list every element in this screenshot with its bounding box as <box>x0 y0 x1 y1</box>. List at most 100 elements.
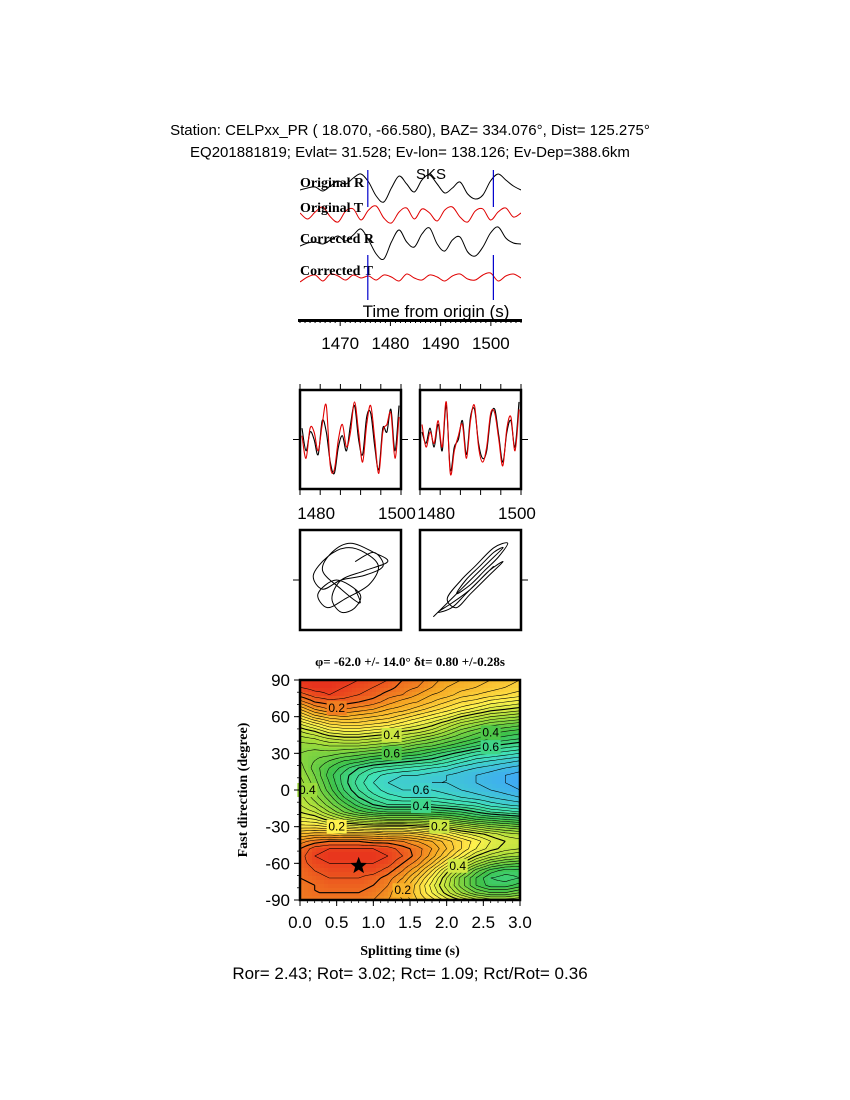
heatmap-cell <box>448 728 453 733</box>
heatmap-cell <box>508 696 513 701</box>
heatmap-cell <box>344 784 349 789</box>
heatmap-cell <box>332 880 337 885</box>
heatmap-cell <box>452 776 457 781</box>
heatmap-cell <box>480 796 485 801</box>
heatmap-cell <box>400 744 405 749</box>
contour-label-backdrop <box>411 783 431 797</box>
heatmap-cell <box>308 772 313 777</box>
x-tick-label: 1470 <box>321 334 359 353</box>
heatmap-cell <box>388 884 393 889</box>
heatmap-cell <box>468 884 473 889</box>
heatmap-cell <box>320 804 325 809</box>
heatmap-cell <box>500 820 505 825</box>
heatmap-cell <box>504 712 509 717</box>
heatmap-cell <box>360 848 365 853</box>
heatmap-cell <box>444 680 449 685</box>
heatmap-cell <box>392 680 397 685</box>
heatmap-cell <box>300 800 305 805</box>
heatmap-cell <box>304 708 309 713</box>
heatmap-cell <box>404 764 409 769</box>
heatmap-cell <box>348 872 353 877</box>
heatmap-cell <box>428 772 433 777</box>
heatmap-cell <box>500 812 505 817</box>
heatmap-cell <box>332 864 337 869</box>
heatmap-cell <box>400 732 405 737</box>
heatmap-cell <box>408 876 413 881</box>
heatmap-cell <box>492 776 497 781</box>
heatmap-cell <box>476 836 481 841</box>
heatmap-cell <box>404 780 409 785</box>
heatmap-cell <box>512 860 517 865</box>
heatmap-cell <box>496 760 501 765</box>
heatmap-cell <box>484 720 489 725</box>
heatmap-cell <box>388 700 393 705</box>
heatmap-cell <box>308 816 313 821</box>
heatmap-cell <box>460 820 465 825</box>
heatmap-cell <box>396 868 401 873</box>
heatmap-cell <box>348 792 353 797</box>
heatmap-cell <box>408 760 413 765</box>
heatmap-cell <box>484 804 489 809</box>
heatmap-cell <box>372 692 377 697</box>
heatmap-cell <box>516 788 520 793</box>
heatmap-cell <box>480 772 485 777</box>
heatmap-cell <box>508 860 513 865</box>
heatmap-cell <box>484 844 489 849</box>
heatmap-cell <box>316 860 321 865</box>
heatmap-cell <box>380 744 385 749</box>
heatmap-cell <box>472 820 477 825</box>
heatmap-cell <box>316 736 321 741</box>
heatmap-cell <box>320 828 325 833</box>
heatmap-cell <box>504 888 509 893</box>
heatmap-cell <box>508 684 513 689</box>
heatmap-cell <box>448 848 453 853</box>
heatmap-cell <box>452 700 457 705</box>
heatmap-cell <box>364 868 369 873</box>
heatmap-cell <box>364 700 369 705</box>
heatmap-cell <box>444 724 449 729</box>
heatmap-cell <box>356 824 361 829</box>
heatmap-cell <box>380 896 385 900</box>
heatmap-cell <box>412 860 417 865</box>
heatmap-cell <box>476 696 481 701</box>
heatmap-cell <box>372 788 377 793</box>
heatmap-cell <box>328 776 333 781</box>
heatmap-cell <box>332 816 337 821</box>
heatmap-cell <box>512 868 517 873</box>
heatmap-cell <box>320 892 325 897</box>
heatmap-cell <box>308 892 313 897</box>
heatmap-cell <box>304 728 309 733</box>
heatmap-cell <box>380 852 385 857</box>
heatmap-cell <box>464 684 469 689</box>
heatmap-cell <box>500 728 505 733</box>
heatmap-cell <box>456 776 461 781</box>
heatmap-cell <box>356 796 361 801</box>
heatmap-cell <box>320 764 325 769</box>
heatmap-cell <box>424 844 429 849</box>
heatmap-cell <box>352 880 357 885</box>
heatmap-cell <box>304 872 309 877</box>
heatmap-cell <box>492 840 497 845</box>
heatmap-cell <box>304 744 309 749</box>
heatmap-cell <box>380 780 385 785</box>
heatmap-cell <box>492 836 497 841</box>
heatmap-cell <box>420 692 425 697</box>
heatmap-cell <box>344 816 349 821</box>
heatmap-cell <box>512 692 517 697</box>
heatmap-cell <box>316 812 321 817</box>
heatmap-cell <box>312 896 317 900</box>
heatmap-cell <box>420 836 425 841</box>
heatmap-cell <box>324 804 329 809</box>
heatmap-cell <box>336 800 341 805</box>
heatmap-cell <box>420 780 425 785</box>
heatmap-cell <box>476 732 481 737</box>
heatmap-cell <box>436 856 441 861</box>
heatmap-cell <box>408 776 413 781</box>
heatmap-cell <box>448 764 453 769</box>
heatmap-cell <box>420 688 425 693</box>
heatmap-cell <box>336 888 341 893</box>
heatmap-cell <box>496 840 501 845</box>
heatmap-cell <box>312 824 317 829</box>
heatmap-cell <box>488 708 493 713</box>
heatmap-cell <box>388 724 393 729</box>
